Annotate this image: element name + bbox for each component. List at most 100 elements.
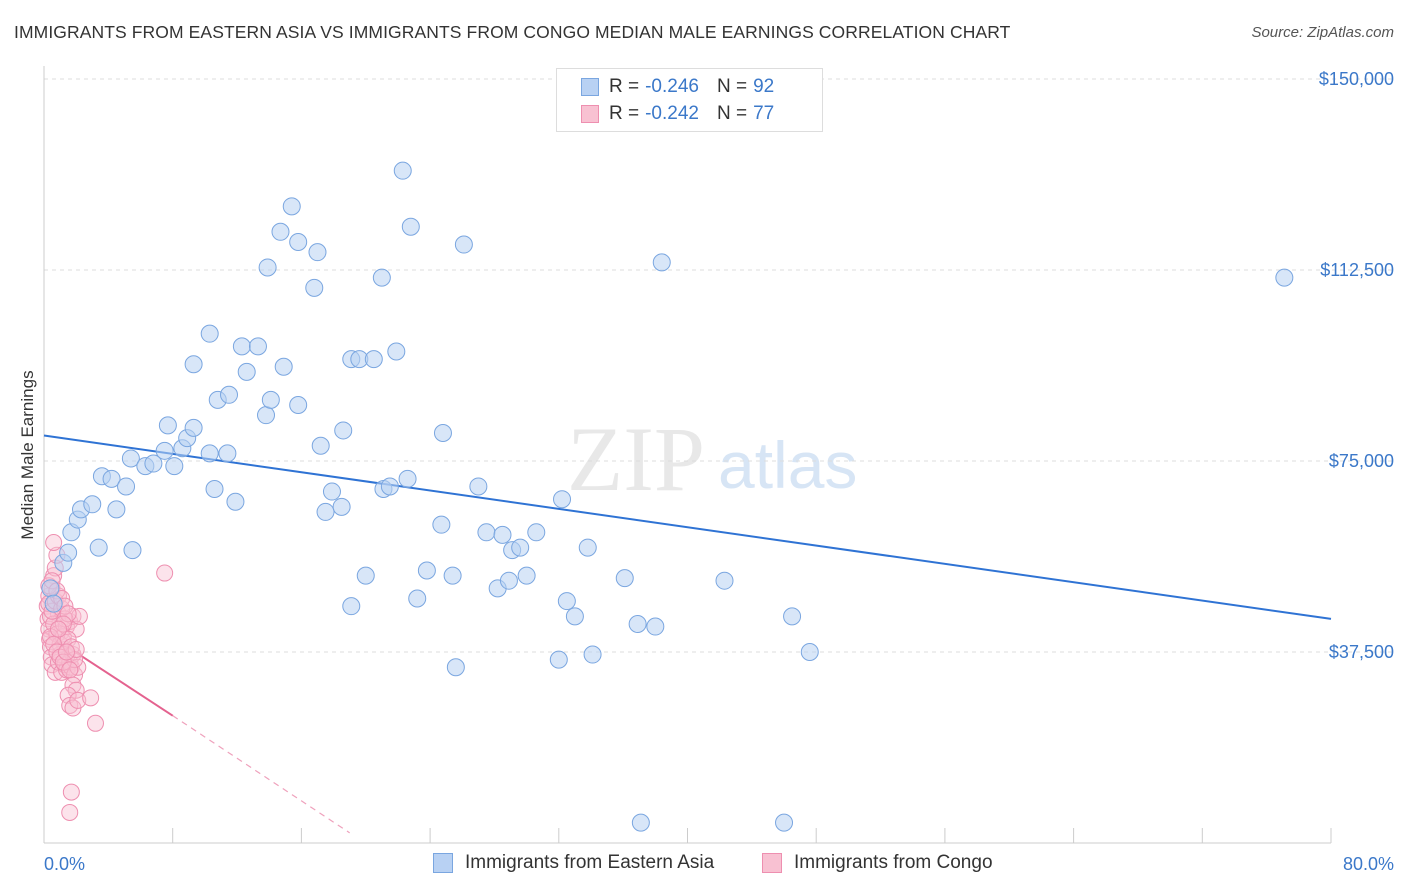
data-point-congo [49, 620, 67, 638]
data-point-eastern-asia [443, 566, 462, 585]
y-tick-label: $37,500 [1329, 642, 1394, 662]
x-tick-labels: 0.0% 80.0% [44, 854, 1394, 874]
bottom-legend-label-eastern-asia: Immigrants from Eastern Asia [465, 852, 715, 873]
data-point-eastern-asia [417, 561, 436, 580]
axes [43, 66, 1332, 844]
y-tick-label: $75,000 [1329, 451, 1394, 471]
data-point-eastern-asia [144, 454, 163, 473]
data-point-eastern-asia [107, 500, 126, 519]
data-point-eastern-asia [783, 607, 802, 626]
data-point-eastern-asia [356, 566, 375, 585]
legend-swatch-pink [581, 105, 599, 123]
data-point-congo [45, 533, 63, 551]
trend-lines [43, 434, 1332, 834]
watermark-atlas: atlas [718, 428, 857, 502]
data-point-eastern-asia [308, 243, 327, 262]
y-tick-label: $112,500 [1320, 260, 1394, 280]
data-point-congo [54, 615, 72, 633]
data-point-eastern-asia [393, 161, 412, 180]
data-point-eastern-asia [226, 492, 245, 511]
data-point-congo [61, 661, 79, 679]
data-point-congo [70, 607, 88, 625]
data-point-eastern-asia [446, 658, 465, 677]
trend-line-congo-extension [172, 715, 350, 834]
data-point-congo [62, 783, 80, 801]
data-point-congo [86, 714, 104, 732]
data-point-eastern-asia [364, 350, 383, 369]
data-point-eastern-asia [261, 390, 280, 409]
data-point-eastern-asia [289, 232, 308, 251]
data-point-eastern-asia [454, 235, 473, 254]
data-point-eastern-asia [334, 421, 353, 440]
x-tick-label-min: 0.0% [44, 854, 85, 874]
trend-line-congo [43, 630, 174, 717]
data-point-eastern-asia [232, 337, 251, 356]
y-tick-label: $150,000 [1319, 69, 1394, 89]
data-point-eastern-asia [200, 324, 219, 343]
data-point-eastern-asia [401, 217, 420, 236]
data-point-eastern-asia [274, 357, 293, 376]
data-point-eastern-asia [83, 495, 102, 514]
data-point-eastern-asia [59, 543, 78, 562]
series-eastern-asia-points [41, 161, 1294, 832]
data-point-eastern-asia [220, 385, 239, 404]
data-point-eastern-asia [158, 416, 177, 435]
data-point-eastern-asia [342, 597, 361, 616]
legend-row-eastern-asia: R = -0.246 N = 92 [581, 74, 774, 100]
legend-swatch-blue [581, 78, 599, 96]
correlation-legend: R = -0.246 N = 92 R = -0.242 N = 77 [556, 68, 823, 132]
data-point-congo [69, 691, 87, 709]
data-point-eastern-asia [165, 457, 184, 476]
data-point-eastern-asia [553, 490, 572, 509]
data-point-eastern-asia [477, 523, 496, 542]
data-point-congo [58, 643, 76, 661]
chart-title: IMMIGRANTS FROM EASTERN ASIA VS IMMIGRAN… [14, 22, 1011, 42]
data-point-eastern-asia [237, 362, 256, 381]
data-point-eastern-asia [469, 477, 488, 496]
data-point-eastern-asia [1275, 268, 1294, 287]
data-point-eastern-asia [248, 337, 267, 356]
data-point-eastern-asia [257, 406, 276, 425]
data-point-eastern-asia [615, 569, 634, 588]
data-point-eastern-asia [271, 222, 290, 241]
data-point-eastern-asia [517, 566, 536, 585]
watermark-zip: ZIP [567, 408, 705, 510]
y-tick-labels: $37,500 $75,000 $112,500 $150,000 [1319, 69, 1394, 662]
data-point-eastern-asia [493, 525, 512, 544]
source-label: Source: ZipAtlas.com [1251, 24, 1394, 41]
data-point-eastern-asia [218, 444, 237, 463]
data-point-eastern-asia [44, 594, 63, 613]
data-point-eastern-asia [123, 541, 142, 560]
data-point-eastern-asia [775, 813, 794, 832]
data-point-eastern-asia [184, 355, 203, 374]
data-point-eastern-asia [332, 497, 351, 516]
watermark: ZIP atlas [567, 408, 857, 510]
data-point-eastern-asia [89, 538, 108, 557]
data-point-eastern-asia [499, 571, 518, 590]
data-point-eastern-asia [398, 469, 417, 488]
data-point-eastern-asia [565, 607, 584, 626]
bottom-legend-eastern-asia: Immigrants from Eastern Asia [433, 852, 714, 874]
data-point-eastern-asia [289, 395, 308, 414]
data-point-eastern-asia [433, 423, 452, 442]
data-point-eastern-asia [155, 441, 174, 460]
data-point-congo [67, 640, 85, 658]
data-point-eastern-asia [102, 469, 121, 488]
data-point-eastern-asia [322, 482, 341, 501]
data-point-eastern-asia [41, 579, 60, 598]
data-point-eastern-asia [557, 592, 576, 611]
data-point-eastern-asia [646, 617, 665, 636]
data-point-eastern-asia [117, 477, 136, 496]
data-point-congo [61, 803, 79, 821]
data-point-eastern-asia [316, 502, 335, 521]
data-point-congo [64, 676, 82, 694]
legend-r-value: -0.246 [645, 76, 699, 97]
data-point-eastern-asia [432, 515, 451, 534]
data-point-eastern-asia [380, 477, 399, 496]
data-point-congo [59, 605, 77, 623]
data-point-eastern-asia [631, 813, 650, 832]
legend-n-value: 77 [753, 103, 775, 124]
data-point-eastern-asia [800, 643, 819, 661]
data-point-congo [61, 696, 79, 714]
data-point-eastern-asia [258, 258, 277, 277]
